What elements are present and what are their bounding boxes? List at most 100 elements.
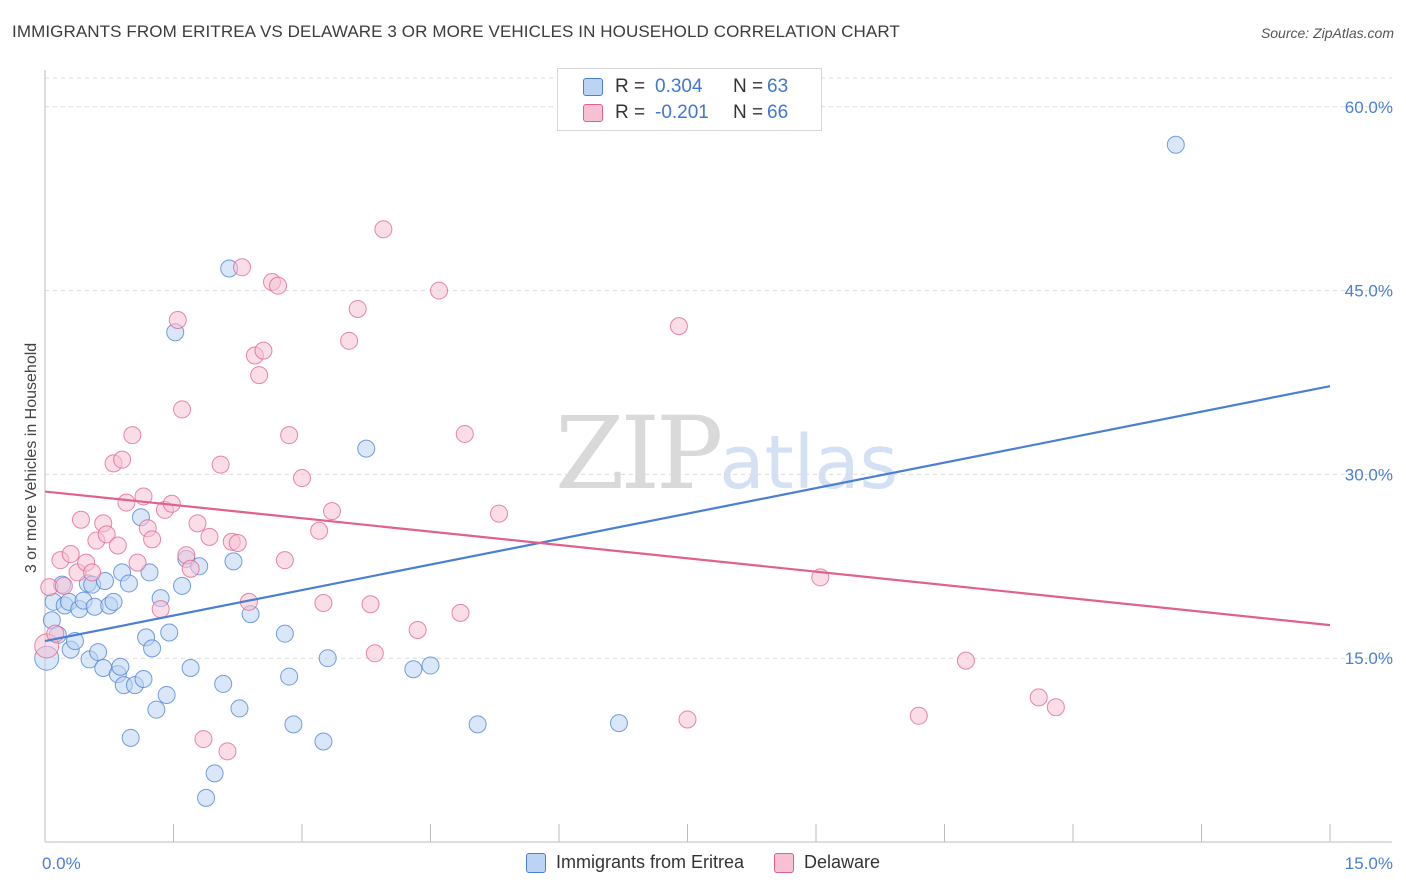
data-point <box>455 424 474 443</box>
data-point <box>205 764 224 783</box>
data-point <box>121 728 140 747</box>
data-point <box>322 502 341 521</box>
data-point <box>194 730 213 749</box>
watermark-zip: ZIP <box>555 395 723 512</box>
data-point <box>228 534 247 553</box>
legend-n-value: 66 <box>767 102 789 123</box>
y-tick-label: 60.0% <box>1345 98 1393 117</box>
data-point <box>83 563 102 582</box>
legend-swatch-blue <box>525 852 546 873</box>
data-point <box>143 530 162 549</box>
data-point <box>421 656 440 675</box>
data-point <box>1046 698 1065 717</box>
data-point <box>113 450 132 469</box>
y-tick-label: 15.0% <box>1345 649 1393 668</box>
data-point <box>200 527 219 546</box>
legend-swatch-blue <box>583 78 603 96</box>
data-point <box>173 400 192 419</box>
data-point <box>348 299 367 318</box>
data-point <box>318 649 337 668</box>
legend-swatch-pink <box>774 852 794 873</box>
data-point <box>451 603 470 622</box>
data-point <box>1166 135 1185 154</box>
data-point <box>224 552 243 571</box>
data-point <box>314 594 333 613</box>
data-point <box>117 493 136 512</box>
data-point <box>340 331 359 350</box>
data-point <box>181 658 200 677</box>
legend-row-delaware: R = -0.201 N = 66 <box>583 101 788 125</box>
data-point <box>134 670 153 689</box>
data-point <box>909 706 928 725</box>
data-point <box>71 510 90 529</box>
data-point <box>357 439 376 458</box>
legend-r-value: -0.201 <box>655 102 709 123</box>
watermark-atlas: atlas <box>719 420 899 506</box>
data-point <box>151 600 170 619</box>
data-point <box>108 536 127 555</box>
data-point <box>374 220 393 239</box>
data-point <box>218 742 237 761</box>
data-point <box>128 553 147 572</box>
legend-swatch-pink <box>583 104 603 122</box>
legend-r-label: R = <box>615 76 646 97</box>
data-point <box>168 310 187 329</box>
data-point <box>173 576 192 595</box>
data-point <box>160 623 179 642</box>
legend-item-delaware: Delaware <box>774 852 880 873</box>
legend-r-value: 0.304 <box>655 76 703 97</box>
data-point <box>365 644 384 663</box>
data-point <box>254 341 273 360</box>
data-point <box>54 576 73 595</box>
data-point <box>490 504 509 523</box>
data-point <box>181 559 200 578</box>
trend-line-eritrea <box>44 385 1331 643</box>
legend-label-eritrea: Immigrants from Eritrea <box>555 852 744 872</box>
data-point <box>310 521 329 540</box>
data-point <box>408 621 427 640</box>
data-point <box>140 563 159 582</box>
data-point <box>361 595 380 614</box>
data-point <box>147 700 166 719</box>
data-point <box>404 660 423 679</box>
data-point <box>211 455 230 474</box>
data-point <box>214 674 233 693</box>
series-eritrea-points <box>34 135 1185 807</box>
legend-r-label: R = <box>615 102 646 123</box>
watermark: ZIPatlas <box>555 395 898 512</box>
data-point <box>104 592 123 611</box>
data-point <box>230 699 249 718</box>
data-point <box>280 426 299 445</box>
legend-n-value: 63 <box>767 76 789 97</box>
legend-item-eritrea: Immigrants from Eritrea <box>525 852 744 873</box>
data-point <box>275 551 294 570</box>
gridlines <box>45 77 1392 659</box>
x-tick-label: 15.0% <box>1345 854 1393 873</box>
data-point <box>95 571 114 590</box>
data-point <box>188 514 207 533</box>
data-point <box>1029 688 1048 707</box>
data-point <box>678 710 697 729</box>
data-point <box>275 624 294 643</box>
data-point <box>669 317 688 336</box>
data-point <box>157 685 176 704</box>
data-point <box>280 667 299 686</box>
data-point <box>269 276 288 295</box>
chart-source: Source: ZipAtlas.com <box>1260 25 1394 41</box>
data-point <box>468 715 487 734</box>
data-point <box>89 643 108 662</box>
y-axis-title: 3 or more Vehicles in Household <box>23 343 40 573</box>
legend-row-eritrea: R = 0.304 N = 63 <box>583 75 788 99</box>
data-point <box>284 715 303 734</box>
data-point <box>97 525 116 544</box>
data-point <box>314 732 333 751</box>
data-point <box>609 714 628 733</box>
data-point <box>143 639 162 658</box>
data-point <box>233 258 252 277</box>
x-tick-label: 0.0% <box>42 854 81 873</box>
data-point <box>250 366 269 385</box>
series-delaware-points <box>34 220 1065 761</box>
legend-n-label: N = <box>733 76 764 97</box>
data-point <box>61 545 80 564</box>
axes <box>44 70 1392 843</box>
